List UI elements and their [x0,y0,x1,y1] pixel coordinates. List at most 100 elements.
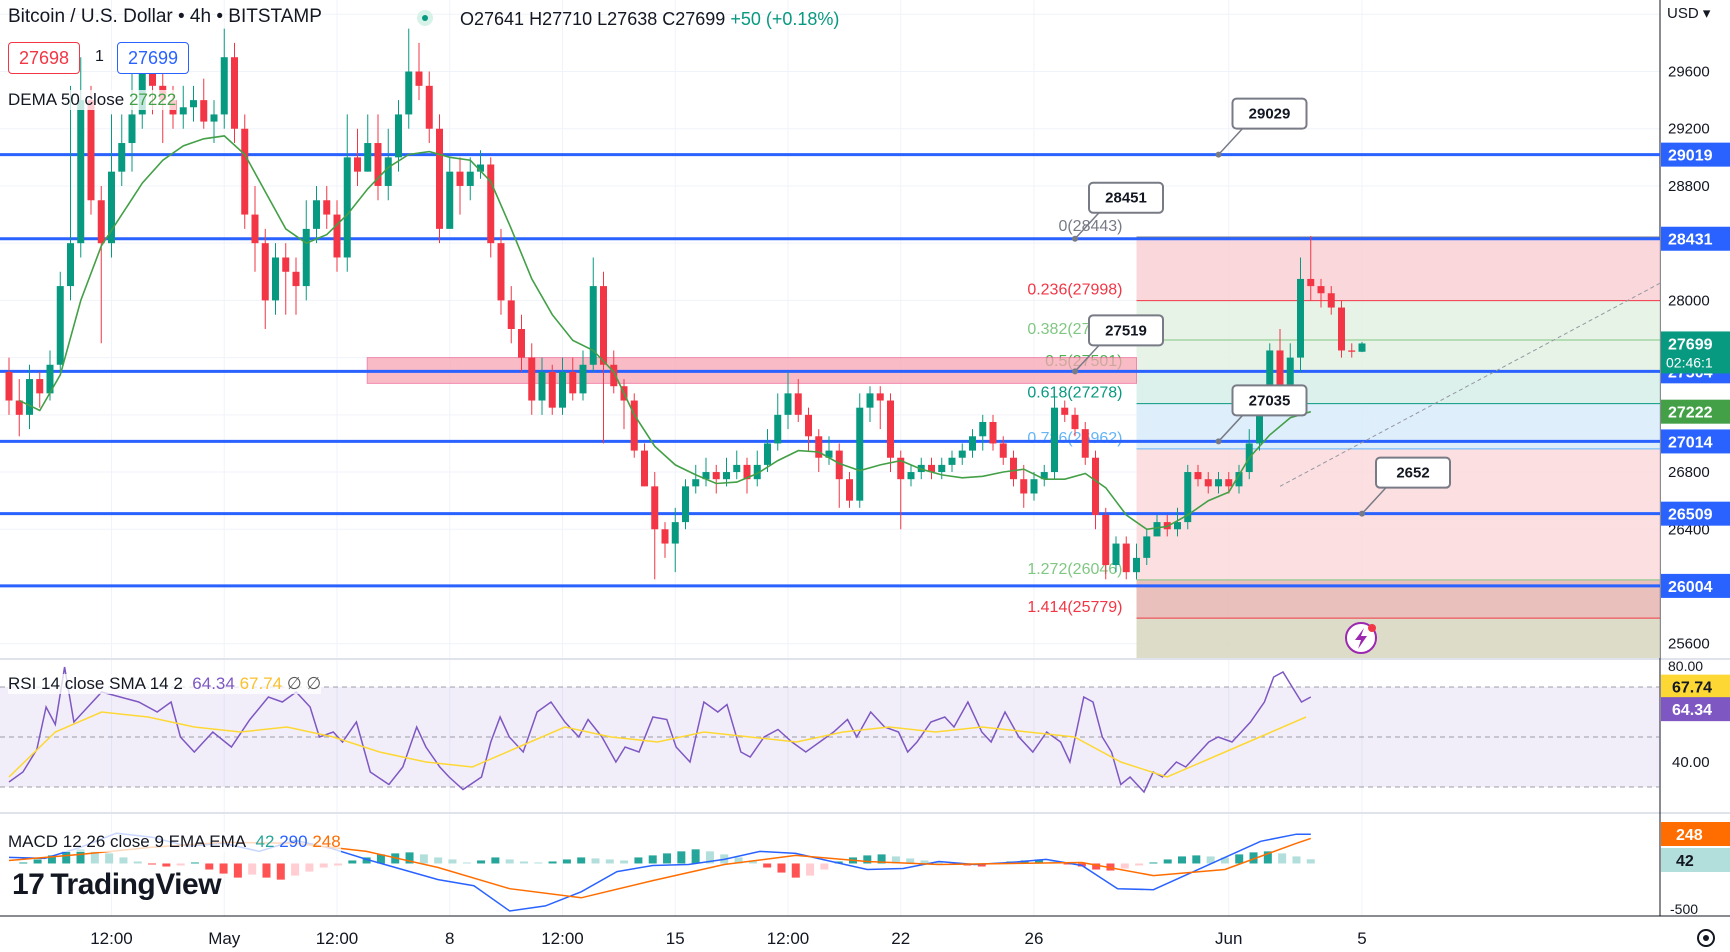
level-price-badge [1661,429,1730,454]
symbol-title[interactable]: Bitcoin / U.S. Dollar • 4h • BITSTAMP [8,6,322,27]
level-price-label: 29019 [1668,148,1713,165]
macd-histogram-bar [348,860,357,864]
time-axis-label: 22 [891,929,910,948]
callout-label: 29029 [1249,106,1291,123]
dema-legend[interactable]: DEMA 50 close 27222 [8,90,177,110]
candle-body [589,286,597,365]
callout-box [1375,456,1451,489]
settings-icon-dot [1703,935,1709,941]
macd-histogram-bar [1092,863,1101,870]
candle-body [384,157,392,186]
fib-level-label: 0(28443) [1058,218,1122,235]
rsi-value-label: 64.34 [1672,702,1712,719]
candle-body [600,286,607,365]
macd-histogram-bar [105,853,114,864]
rsi-legend[interactable]: RSI 14 close SMA 14 2 64.34 67.74 ∅ ∅ [8,674,322,694]
macd-histogram-bar [491,857,500,864]
candle-body [887,400,894,458]
fib-level-label: 1.272(26046) [1027,561,1122,578]
fib-level-label: 0.618(27278) [1027,385,1122,402]
candle-body [1307,278,1315,287]
candle-body [682,486,689,523]
candles [5,28,1366,580]
candle-body [446,171,454,229]
macd-histogram-bar [119,857,128,864]
macd-histogram-bar [162,863,171,867]
time-axis-label: Jun [1215,929,1242,948]
candle-body [1010,457,1017,480]
rsi-value-badge [1661,674,1730,699]
market-status-icon [417,10,433,26]
candle-body [999,443,1007,458]
macd-tick-label: -500 [1670,901,1698,917]
candle-body [436,128,443,229]
macd-histogram-bar [806,863,815,876]
macd-legend[interactable]: MACD 12 26 close 9 EMA EMA 42 290 248 [8,832,341,852]
candle-body [948,457,956,465]
current-price-badge [1661,331,1730,374]
callout-box [1088,314,1164,347]
candle-body [1327,293,1335,308]
buy-button[interactable]: 27699 [117,42,190,74]
trend-line [1279,282,1661,487]
macd-histogram-bar [1163,859,1172,864]
sell-button[interactable]: 27698 [8,42,81,74]
macd-histogram-bar [434,857,443,864]
macd-signal-legend-value: 248 [312,832,341,851]
candle-body [548,371,556,408]
rsi-legend-name: RSI 14 close SMA 14 2 [8,674,183,693]
candle-body [518,329,525,358]
candle-body [764,443,771,465]
level-price-badge [1661,501,1730,526]
rsi-upper-legend-value: ∅ [286,674,302,693]
macd-histogram-bar [47,855,56,864]
macd-histogram-bar [190,862,199,864]
candle-body [712,472,720,480]
macd-histogram-bar [605,859,614,864]
macd-histogram-bar [534,862,543,864]
macd-histogram-bar [1149,862,1158,864]
candle-body [333,214,341,258]
fib-band [1136,237,1660,301]
candle-body [97,200,105,244]
candle-body [1174,522,1181,530]
candle-body [1215,479,1222,487]
candle-body [364,143,372,172]
candle-body [1235,472,1243,487]
candle-body [784,393,792,415]
candle-body [702,472,710,480]
macd-histogram-bar [677,851,686,864]
price-tick-label: 28000 [1668,292,1710,309]
callout-anchor [1072,368,1078,375]
tradingview-logo[interactable]: 17 TradingView [12,868,222,902]
price-tick-label: 29200 [1668,121,1710,138]
candle-body [56,286,64,365]
callout-pointer [1217,128,1244,156]
candle-body [466,171,474,186]
candle-body [1225,479,1233,487]
currency-selector[interactable]: USD ▾ [1667,5,1711,22]
candle-body [15,400,23,415]
macd-histogram-bar [763,863,772,868]
candle-body [118,143,126,172]
callout-label: 2652 [1396,465,1429,482]
candle-body [753,464,761,480]
candle-body [897,457,905,480]
time-axis-label: 12:00 [90,929,133,948]
rsi-value-badge [1661,697,1730,722]
candle-body [302,228,310,287]
candle-body [559,371,566,408]
macd-histogram-bar [1278,853,1287,864]
macd-histogram-bar [705,851,714,864]
macd-histogram-bar [748,860,757,864]
time-axis-label: 12:00 [767,929,810,948]
macd-histogram-bar [634,857,643,864]
macd-histogram-bar [734,857,743,864]
candle-body [1112,543,1120,566]
candle-body [1204,479,1212,487]
candle-body [220,57,228,115]
rsi-value-label: 67.74 [1672,680,1712,697]
dema-legend-value: 27222 [128,90,177,109]
rsi-legend-value: 64.34 [192,674,235,693]
